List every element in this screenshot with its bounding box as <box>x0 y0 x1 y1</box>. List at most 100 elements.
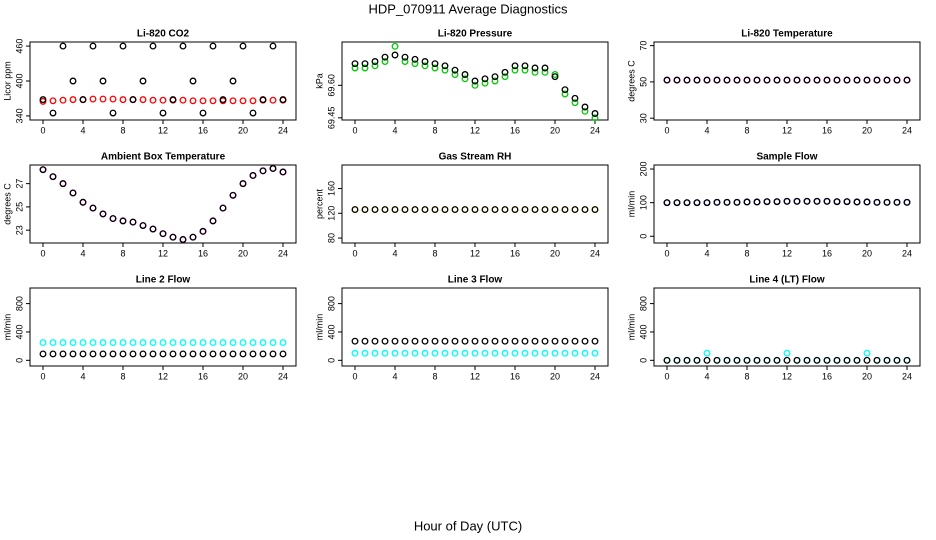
x-tick-label: 12 <box>782 125 792 135</box>
data-point <box>109 95 117 103</box>
x-tick-label: 24 <box>902 371 912 381</box>
data-point <box>713 76 721 84</box>
data-point <box>581 206 589 214</box>
data-point <box>903 198 911 206</box>
data-point <box>401 206 409 214</box>
data-point <box>783 76 791 84</box>
data-point <box>521 337 529 345</box>
data-point <box>673 199 681 207</box>
data-point <box>773 76 781 84</box>
data-point <box>873 76 881 84</box>
data-point <box>541 337 549 345</box>
data-point <box>571 349 579 357</box>
data-point <box>239 180 247 188</box>
data-point <box>421 62 429 70</box>
data-point <box>351 60 359 68</box>
data-point <box>199 350 207 358</box>
data-point <box>381 58 389 65</box>
y-tick-label: 800 <box>14 296 24 311</box>
data-point <box>139 96 147 104</box>
data-point <box>421 337 429 345</box>
data-point <box>783 349 791 357</box>
data-point <box>431 349 439 357</box>
data-point <box>269 96 277 104</box>
figure-title: HDP_070911 Average Diagnostics <box>369 1 568 16</box>
data-point <box>229 350 237 358</box>
y-tick-label: 0 <box>638 234 648 239</box>
y-axis-label: degrees C <box>626 60 636 102</box>
data-point <box>481 349 489 357</box>
data-point <box>129 218 137 226</box>
data-point <box>753 198 761 206</box>
data-point <box>239 97 247 105</box>
x-tick-label: 0 <box>352 125 357 135</box>
data-point <box>49 97 57 105</box>
data-point <box>239 42 247 50</box>
x-tick-label: 12 <box>470 248 480 258</box>
data-point <box>683 76 691 84</box>
data-point <box>683 356 691 364</box>
data-point <box>501 349 509 357</box>
data-point <box>249 109 257 117</box>
data-point <box>159 350 167 358</box>
x-tick-label: 0 <box>40 248 45 258</box>
data-point <box>853 198 861 206</box>
data-point <box>229 339 237 347</box>
data-point <box>763 76 771 84</box>
x-tick-label: 20 <box>550 248 560 258</box>
data-point <box>381 337 389 345</box>
data-point <box>683 199 691 207</box>
data-point <box>259 96 267 104</box>
data-point <box>461 75 469 83</box>
data-point <box>421 349 429 357</box>
data-point <box>279 168 287 176</box>
data-point <box>129 350 137 358</box>
data-point <box>431 337 439 345</box>
panel-title: Line 3 Flow <box>448 275 503 286</box>
data-point <box>531 206 539 214</box>
x-tick-label: 8 <box>120 248 125 258</box>
data-point <box>591 110 599 117</box>
data-point <box>813 76 821 84</box>
data-point <box>371 337 379 345</box>
data-point <box>179 42 187 50</box>
data-point <box>279 339 287 347</box>
data-point <box>581 107 589 115</box>
data-point <box>99 210 107 218</box>
data-point <box>703 199 711 207</box>
data-point <box>481 75 489 83</box>
data-point <box>521 349 529 357</box>
data-point <box>351 206 359 214</box>
y-tick-label: 69.60 <box>326 74 336 97</box>
data-point <box>401 53 409 61</box>
data-point <box>571 94 579 102</box>
data-point <box>581 349 589 357</box>
x-tick-label: 24 <box>278 371 288 381</box>
data-point <box>269 339 277 347</box>
data-point <box>551 337 559 345</box>
data-point <box>863 349 871 357</box>
data-point <box>279 96 287 104</box>
data-point <box>803 356 811 364</box>
data-point <box>491 73 499 81</box>
data-point <box>491 77 499 85</box>
data-point <box>903 76 911 84</box>
data-point <box>189 97 197 105</box>
data-point <box>783 197 791 205</box>
data-point <box>229 97 237 105</box>
data-point <box>139 77 147 85</box>
data-point <box>451 337 459 345</box>
data-point <box>269 42 277 50</box>
x-tick-label: 16 <box>822 248 832 258</box>
data-point <box>743 356 751 364</box>
data-point <box>381 349 389 357</box>
data-point <box>703 356 711 364</box>
data-point <box>461 206 469 214</box>
data-point <box>39 350 47 358</box>
data-point <box>59 96 67 104</box>
data-point <box>229 191 237 199</box>
data-point <box>663 356 671 364</box>
plot-frame <box>341 164 609 244</box>
data-point <box>521 206 529 214</box>
y-tick-label: 25 <box>14 202 24 212</box>
